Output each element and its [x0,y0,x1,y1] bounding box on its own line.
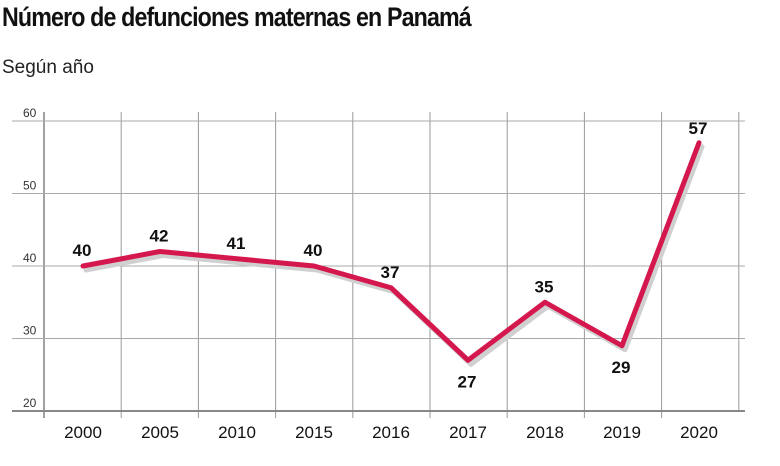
x-tick-label: 2000 [64,423,102,442]
chart-subtitle: Según año [2,57,94,78]
y-tick-label: 50 [23,179,37,193]
data-label: 27 [458,372,477,391]
data-label: 57 [689,119,708,138]
x-tick-label: 2010 [218,423,256,442]
data-label: 35 [535,277,554,296]
y-tick-label: 40 [23,251,37,265]
data-point [313,265,315,267]
x-tick-label: 2016 [372,423,410,442]
data-label: 40 [73,241,92,260]
y-tick-label: 30 [23,324,37,338]
data-label: 40 [304,241,323,260]
data-label: 42 [150,227,169,246]
data-point [467,359,469,362]
chart-title: Número de defunciones maternas en Panamá [2,2,472,32]
data-label: 37 [381,263,400,282]
data-label: 29 [612,358,631,377]
data-point [621,344,623,347]
data-label: 41 [227,234,246,253]
data-point [390,286,392,289]
data-point [236,257,238,260]
data-point [159,250,161,253]
x-tick-label: 2018 [526,423,564,442]
x-tick-label: 2005 [141,423,179,442]
x-tick-label: 2017 [449,423,487,442]
y-tick-label: 60 [23,106,37,120]
data-point [82,265,84,267]
data-point [544,301,546,304]
x-tick-label: 2015 [295,423,333,442]
data-point [698,141,700,144]
data-line [80,140,702,363]
x-tick-label: 2019 [603,423,641,442]
x-tick-label: 2020 [680,423,718,442]
y-tick-label: 20 [23,396,37,410]
